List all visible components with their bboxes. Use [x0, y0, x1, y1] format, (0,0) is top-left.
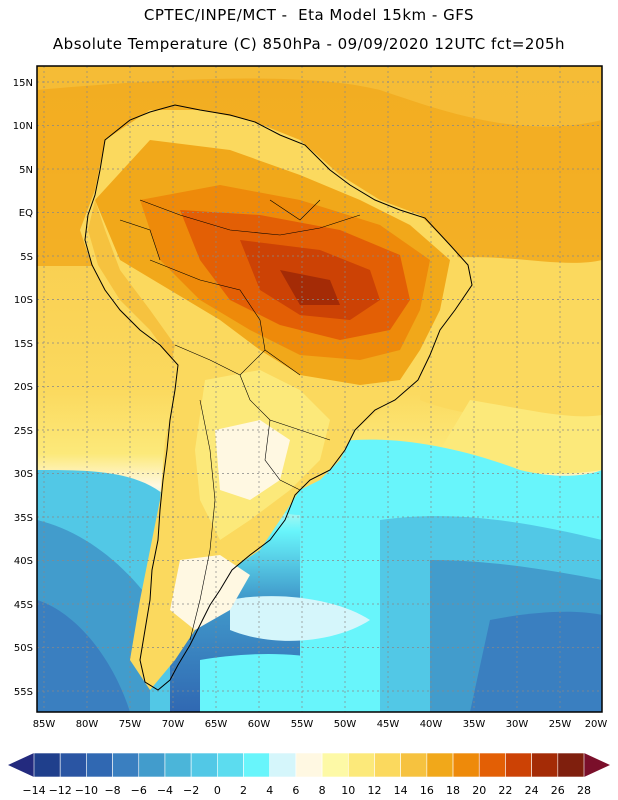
- colorbar-over-arrow: [584, 753, 610, 777]
- colorbar: −14 −12 −10 −8 −6 −4 −2 0 2 4 6 8 10 12 14 16 18 20 22 24 26…: [8, 752, 610, 797]
- title-line-1: CPTEC/INPE/MCT - Eta Model 15km - GFS: [143, 6, 475, 24]
- field-pampas: [215, 420, 290, 500]
- lat-tick: 10N: [13, 121, 33, 132]
- lon-tick: 50W: [334, 719, 357, 730]
- country-borders: [119, 199, 361, 641]
- lon-tick: 25W: [549, 719, 572, 730]
- colorbar-swatch: [33, 752, 61, 778]
- lat-tick: 20S: [14, 382, 33, 393]
- lon-tick: 45W: [377, 719, 400, 730]
- field-drake-cold: [200, 654, 380, 712]
- lon-tick: 35W: [463, 719, 486, 730]
- colorbar-label: 16: [420, 784, 434, 797]
- lat-tick: 40S: [14, 556, 33, 567]
- colorbar-label: 10: [341, 784, 355, 797]
- lon-tick: 40W: [420, 719, 443, 730]
- colorbar-swatch: [86, 752, 113, 778]
- colorbar-swatch: [452, 752, 480, 778]
- colorbar-swatch: [190, 752, 218, 778]
- lon-tick: 20W: [585, 719, 608, 730]
- colorbar-label: 14: [394, 784, 408, 797]
- field-pacific-coldest: [37, 600, 130, 712]
- colorbar-label: 4: [266, 784, 273, 797]
- colorbar-label: 12: [367, 784, 381, 797]
- lon-tick: 85W: [33, 719, 56, 730]
- lat-tick: EQ: [19, 208, 33, 219]
- colorbar-swatch: [59, 752, 87, 778]
- field-argentine-shelf: [230, 596, 370, 641]
- field-andes-north: [88, 200, 175, 360]
- colorbar-label: 0: [214, 784, 221, 797]
- colorbar-under-arrow: [8, 753, 34, 777]
- colorbar-swatch: [505, 752, 532, 778]
- colorbar-swatch: [347, 752, 375, 778]
- lat-tick: 15S: [14, 339, 33, 350]
- colorbar-swatch: [217, 752, 244, 778]
- colorbar-label: 8: [319, 784, 326, 797]
- lat-tick: 5N: [19, 165, 33, 176]
- colorbar-label: −2: [183, 784, 199, 797]
- colorbar-label: 20: [472, 784, 486, 797]
- lat-tick: 25S: [14, 426, 33, 437]
- colorbar-label: 28: [577, 784, 591, 797]
- graticule: [37, 66, 602, 712]
- field-layer: [37, 66, 602, 712]
- colorbar-label: −12: [49, 784, 72, 797]
- plot-frame: [36, 65, 603, 713]
- colorbar-swatch: [112, 752, 140, 778]
- lat-axis: 15N 10N 5N EQ 5S 10S 15S 20S 25S 30S 35S…: [13, 78, 33, 698]
- colorbar-label: −8: [104, 784, 120, 797]
- lon-tick: 65W: [205, 719, 228, 730]
- lon-tick: 70W: [162, 719, 185, 730]
- coastlines: [84, 104, 473, 691]
- field-north-band: [37, 66, 602, 127]
- lat-tick: 10S: [14, 295, 33, 306]
- colorbar-swatch: [164, 752, 192, 778]
- colorbar-label: −6: [131, 784, 147, 797]
- lon-tick: 75W: [119, 719, 142, 730]
- lon-axis: 85W 80W 75W 70W 65W 60W 55W 50W 45W 40W …: [33, 719, 608, 730]
- colorbar-label: −14: [22, 784, 45, 797]
- colorbar-swatch: [243, 752, 271, 778]
- field-atlantic-yellow: [420, 257, 602, 430]
- colorbar-label: 18: [446, 784, 460, 797]
- lat-tick: 5S: [20, 252, 33, 263]
- lon-tick: 80W: [76, 719, 99, 730]
- lat-tick: 30S: [14, 469, 33, 480]
- title-line-2: Absolute Temperature (C) 850hPa - 09/09/…: [52, 35, 566, 53]
- colorbar-label: 24: [525, 784, 539, 797]
- lon-tick: 30W: [506, 719, 529, 730]
- lat-tick: 50S: [14, 643, 33, 654]
- colorbar-swatch: [269, 752, 297, 778]
- colorbar-swatch: [138, 752, 166, 778]
- lat-tick: 35S: [14, 513, 33, 524]
- colorbar-label: 6: [292, 784, 299, 797]
- field-interior-peak: [280, 270, 340, 305]
- colorbar-label: 2: [240, 784, 247, 797]
- field-atlantic-lightyellow: [440, 400, 602, 474]
- colorbar-swatch: [321, 752, 349, 778]
- colorbar-swatch: [400, 752, 428, 778]
- field-atlantic-deep: [470, 611, 602, 712]
- colorbar-swatch: [374, 752, 401, 778]
- colorbar-swatch: [557, 752, 585, 778]
- colorbar-swatch: [426, 752, 454, 778]
- colorbar-swatch: [531, 752, 559, 778]
- colorbar-label: 26: [551, 784, 565, 797]
- colorbar-label: 22: [498, 784, 512, 797]
- lat-tick: 55S: [14, 687, 33, 698]
- lat-tick: 45S: [14, 600, 33, 611]
- lat-tick: 15N: [13, 78, 33, 89]
- lon-tick: 60W: [248, 719, 271, 730]
- colorbar-label: −10: [75, 784, 98, 797]
- colorbar-label: −4: [157, 784, 173, 797]
- colorbar-swatch: [478, 752, 506, 778]
- lon-tick: 55W: [291, 719, 314, 730]
- colorbar-swatch: [295, 752, 323, 778]
